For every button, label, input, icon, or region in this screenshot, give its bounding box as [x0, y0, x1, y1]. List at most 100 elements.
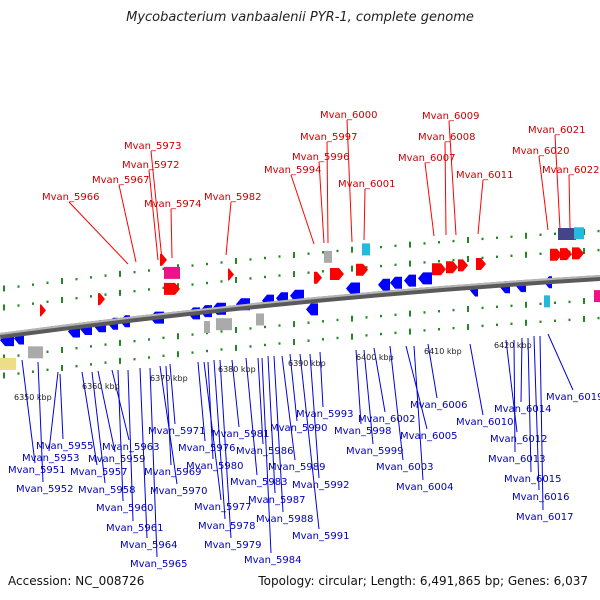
- gene-label[interactable]: Mvan_5990: [270, 423, 327, 434]
- gene-label[interactable]: Mvan_6022: [542, 165, 599, 176]
- gene-feature[interactable]: [558, 228, 576, 241]
- gene-feature[interactable]: [458, 259, 468, 272]
- gene-label[interactable]: Mvan_5973: [124, 141, 181, 152]
- gene-feature[interactable]: [0, 357, 16, 370]
- gene-label[interactable]: Mvan_5991: [292, 531, 349, 542]
- track-dot: [235, 326, 237, 333]
- gene-feature[interactable]: [418, 272, 432, 285]
- gene-label[interactable]: Mvan_6002: [358, 414, 415, 425]
- gene-label[interactable]: Mvan_6009: [422, 111, 479, 122]
- gene-label[interactable]: Mvan_6005: [400, 431, 457, 442]
- gene-label[interactable]: Mvan_5963: [102, 442, 159, 453]
- gene-label[interactable]: Mvan_5952: [16, 484, 73, 495]
- gene-label[interactable]: Mvan_5951: [8, 465, 65, 476]
- gene-feature[interactable]: [314, 271, 322, 284]
- gene-label[interactable]: Mvan_5998: [334, 426, 391, 437]
- gene-feature[interactable]: [164, 266, 180, 279]
- gene-label[interactable]: Mvan_6013: [488, 454, 545, 465]
- gene-feature[interactable]: [594, 290, 600, 303]
- gene-feature[interactable]: [28, 346, 43, 359]
- gene-label[interactable]: Mvan_5977: [194, 502, 251, 513]
- gene-label[interactable]: Mvan_6015: [504, 474, 561, 485]
- gene-label[interactable]: Mvan_5980: [186, 461, 243, 472]
- gene-label[interactable]: Mvan_5987: [248, 495, 305, 506]
- gene-label[interactable]: Mvan_5969: [144, 467, 201, 478]
- gene-label[interactable]: Mvan_5979: [204, 540, 261, 551]
- gene-label[interactable]: Mvan_5959: [88, 454, 145, 465]
- gene-feature[interactable]: [446, 261, 458, 274]
- gene-label[interactable]: Mvan_5961: [106, 523, 163, 534]
- gene-label[interactable]: Mvan_5996: [292, 152, 349, 163]
- gene-feature[interactable]: [574, 227, 584, 240]
- gene-label[interactable]: Mvan_5982: [204, 192, 261, 203]
- gene-label[interactable]: Mvan_5974: [144, 199, 201, 210]
- gene-label[interactable]: Mvan_6006: [410, 400, 467, 411]
- gene-feature[interactable]: [560, 248, 572, 261]
- gene-label[interactable]: Mvan_5957: [70, 467, 127, 478]
- gene-label[interactable]: Mvan_5993: [296, 409, 353, 420]
- gene-feature[interactable]: [378, 278, 390, 291]
- gene-label[interactable]: Mvan_6012: [490, 434, 547, 445]
- gene-label[interactable]: Mvan_5999: [346, 446, 403, 457]
- gene-label[interactable]: Mvan_5994: [264, 165, 321, 176]
- gene-label[interactable]: Mvan_5960: [96, 503, 153, 514]
- gene-feature[interactable]: [390, 276, 402, 289]
- leader-line: [363, 349, 374, 445]
- gene-label[interactable]: Mvan_5967: [92, 175, 149, 186]
- gene-label[interactable]: Mvan_6016: [512, 492, 569, 503]
- gene-label[interactable]: Mvan_5988: [256, 514, 313, 525]
- gene-label[interactable]: Mvan_6003: [376, 462, 433, 473]
- gene-feature[interactable]: [346, 282, 360, 295]
- gene-label[interactable]: Mvan_6019: [546, 392, 600, 403]
- gene-label[interactable]: Mvan_5971: [148, 426, 205, 437]
- gene-label[interactable]: Mvan_6001: [338, 179, 395, 190]
- gene-feature[interactable]: [228, 268, 234, 281]
- gene-label[interactable]: Mvan_5992: [292, 480, 349, 491]
- gene-feature[interactable]: [306, 303, 318, 316]
- gene-label[interactable]: Mvan_5978: [198, 521, 255, 532]
- gene-feature[interactable]: [160, 253, 167, 266]
- gene-feature[interactable]: [216, 318, 232, 331]
- gene-label[interactable]: Mvan_5989: [268, 462, 325, 473]
- gene-label[interactable]: Mvan_5984: [244, 555, 301, 566]
- gene-feature[interactable]: [432, 263, 446, 276]
- gene-label[interactable]: Mvan_6011: [456, 170, 513, 181]
- gene-label[interactable]: Mvan_5997: [300, 132, 357, 143]
- gene-label[interactable]: Mvan_6007: [398, 153, 455, 164]
- gene-feature[interactable]: [40, 304, 46, 317]
- gene-label[interactable]: Mvan_5972: [122, 160, 179, 171]
- gene-label[interactable]: Mvan_6000: [320, 110, 377, 121]
- gene-label[interactable]: Mvan_5964: [120, 540, 177, 551]
- gene-label[interactable]: Mvan_5958: [78, 485, 135, 496]
- gene-feature[interactable]: [572, 247, 584, 260]
- gene-feature[interactable]: [164, 282, 180, 295]
- gene-label[interactable]: Mvan_5983: [230, 477, 287, 488]
- gene-feature[interactable]: [330, 268, 344, 281]
- gene-feature[interactable]: [356, 263, 368, 276]
- gene-feature[interactable]: [324, 250, 332, 263]
- gene-feature[interactable]: [98, 293, 105, 306]
- gene-label[interactable]: Mvan_5970: [150, 486, 207, 497]
- gene-label[interactable]: Mvan_6014: [494, 404, 551, 415]
- gene-label[interactable]: Mvan_6017: [516, 512, 573, 523]
- gene-label[interactable]: Mvan_5965: [130, 559, 187, 570]
- track-dot: [394, 263, 397, 267]
- gene-feature[interactable]: [476, 258, 486, 271]
- gene-label[interactable]: Mvan_6010: [456, 417, 513, 428]
- gene-label[interactable]: Mvan_5981: [212, 429, 269, 440]
- gene-label[interactable]: Mvan_6004: [396, 482, 453, 493]
- gene-feature[interactable]: [256, 313, 264, 326]
- gene-label[interactable]: Mvan_5976: [178, 443, 235, 454]
- gene-feature[interactable]: [204, 321, 210, 334]
- gene-feature[interactable]: [544, 295, 550, 308]
- gene-label[interactable]: Mvan_6021: [528, 125, 585, 136]
- gene-feature[interactable]: [550, 248, 562, 261]
- gene-label[interactable]: Mvan_5953: [22, 453, 79, 464]
- gene-feature[interactable]: [362, 243, 370, 256]
- gene-label[interactable]: Mvan_5966: [42, 192, 99, 203]
- gene-label[interactable]: Mvan_5955: [36, 441, 93, 452]
- gene-label[interactable]: Mvan_5986: [236, 446, 293, 457]
- gene-label[interactable]: Mvan_6020: [512, 146, 569, 157]
- gene-feature[interactable]: [404, 274, 416, 287]
- gene-label[interactable]: Mvan_6008: [418, 132, 475, 143]
